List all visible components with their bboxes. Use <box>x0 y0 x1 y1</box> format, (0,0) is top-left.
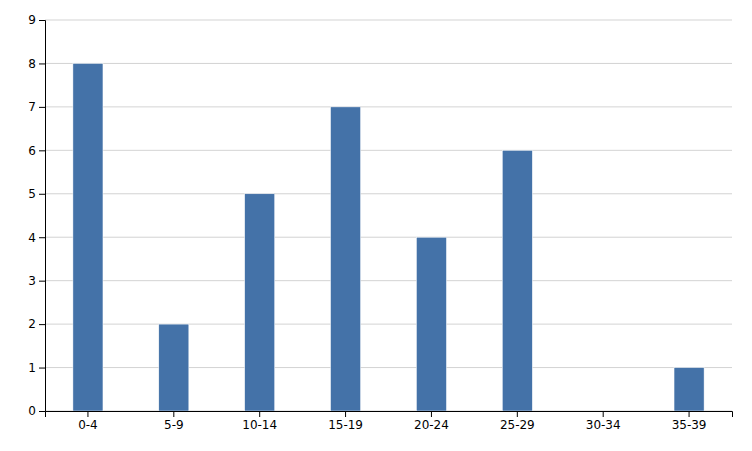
x-tick: 0-4 <box>78 411 98 432</box>
y-tick-label: 1 <box>28 361 36 375</box>
bars <box>73 63 704 411</box>
y-tick-mark <box>39 237 45 238</box>
x-tick-mark <box>431 411 432 417</box>
x-tick-label: 30-34 <box>586 418 621 432</box>
x-tick-label: 35-39 <box>672 418 707 432</box>
y-tick-label: 4 <box>28 231 36 245</box>
x-tick-mark <box>603 411 604 417</box>
x-tick: 35-39 <box>672 411 707 432</box>
grid <box>45 20 732 411</box>
bar <box>159 324 189 411</box>
grid-line <box>45 367 732 368</box>
bar <box>331 107 361 411</box>
x-tick-mark <box>87 411 88 417</box>
bar <box>588 411 618 412</box>
bar <box>416 237 446 411</box>
y-axis: 0 1 2 3 4 5 6 7 8 9 <box>28 13 45 418</box>
x-tick-label: 20-24 <box>414 418 449 432</box>
chart-svg: 0-4 5-9 10-14 15-19 20-24 25-29 30-34 35-39 0 1 2 3… <box>0 0 752 451</box>
y-tick-mark <box>39 281 45 282</box>
y-tick-mark <box>39 368 45 369</box>
x-tick-mark <box>689 411 690 417</box>
x-tick: 10-14 <box>242 411 277 432</box>
y-tick: 4 <box>28 231 45 245</box>
x-tick: 30-34 <box>586 411 621 432</box>
y-tick: 8 <box>28 57 45 71</box>
bar <box>502 150 532 411</box>
x-tick-label: 15-19 <box>328 418 363 432</box>
x-tick: 15-19 <box>328 411 363 432</box>
y-tick-mark <box>39 63 45 64</box>
y-tick: 5 <box>28 187 45 201</box>
plot-area: 0-4 5-9 10-14 15-19 20-24 25-29 30-34 35-39 0 1 2 3… <box>28 13 732 431</box>
y-tick: 2 <box>28 317 45 331</box>
y-tick-mark <box>39 324 45 325</box>
y-tick-label: 3 <box>28 274 36 288</box>
grid-line <box>45 106 732 107</box>
y-tick: 6 <box>28 144 45 158</box>
x-axis: 0-4 5-9 10-14 15-19 20-24 25-29 30-34 35-39 <box>46 411 733 432</box>
y-tick: 9 <box>28 13 45 27</box>
y-tick: 1 <box>28 361 45 375</box>
y-tick-mark <box>39 107 45 108</box>
x-tick-mark <box>517 411 518 417</box>
y-tick-mark <box>39 194 45 195</box>
y-tick: 7 <box>28 100 45 114</box>
x-tick-mark <box>345 411 346 417</box>
grid-line <box>45 324 732 325</box>
grid-line <box>45 63 732 64</box>
y-tick-label: 7 <box>28 100 36 114</box>
y-tick-label: 8 <box>28 57 36 71</box>
y-axis-line <box>39 21 46 412</box>
x-tick-label: 25-29 <box>500 418 535 432</box>
x-tick-label: 0-4 <box>78 418 98 432</box>
y-tick-label: 9 <box>28 13 36 27</box>
y-tick: 3 <box>28 274 45 288</box>
x-tick-label: 5-9 <box>164 418 184 432</box>
y-tick-mark <box>39 20 45 21</box>
grid-line <box>45 20 732 21</box>
bar <box>245 194 275 411</box>
x-axis-line <box>46 412 733 418</box>
x-tick-label: 10-14 <box>242 418 277 432</box>
grid-line <box>45 280 732 281</box>
x-tick: 5-9 <box>164 411 184 432</box>
x-tick: 25-29 <box>500 411 535 432</box>
y-tick-label: 6 <box>28 144 36 158</box>
y-tick-mark <box>39 150 45 151</box>
y-tick-mark <box>39 411 45 412</box>
y-tick: 0 <box>28 404 45 418</box>
grid-line <box>45 237 732 238</box>
grid-line <box>45 193 732 194</box>
y-tick-label: 5 <box>28 187 36 201</box>
bar <box>674 368 704 411</box>
x-tick-mark <box>173 411 174 417</box>
bar <box>73 63 103 411</box>
y-tick-label: 2 <box>28 317 36 331</box>
x-tick-mark <box>259 411 260 417</box>
chart-container: 0-4 5-9 10-14 15-19 20-24 25-29 30-34 35-39 0 1 2 3… <box>0 0 752 451</box>
x-tick: 20-24 <box>414 411 449 432</box>
y-tick-label: 0 <box>28 404 36 418</box>
grid-line <box>45 150 732 151</box>
